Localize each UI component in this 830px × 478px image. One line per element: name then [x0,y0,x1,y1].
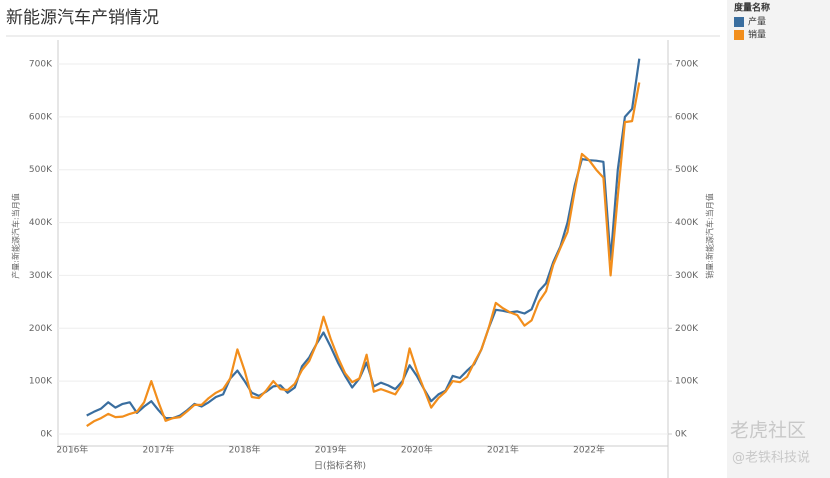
y2-tick-label: 100K [675,377,699,387]
y2-tick-label: 500K [675,165,699,175]
y-tick-label: 600K [29,112,53,122]
x-tick-label: 2021年 [487,444,519,456]
series-line [86,82,641,428]
y-axis-label: 产量:新能源汽车:当月值 [11,193,21,278]
x-tick-label: 2017年 [143,444,175,456]
y2-tick-label: 700K [675,60,699,70]
x-tick-label: 2019年 [315,444,347,456]
watermark: 老虎社区 [730,420,806,442]
y-tick-label: 400K [29,218,53,228]
legend-swatch [734,30,744,40]
watermark: @老铁科技说 [732,451,810,466]
legend-title: 度量名称 [734,2,770,14]
y2-tick-label: 200K [675,324,699,334]
x-tick-label: 2022年 [573,444,605,456]
y2-tick-label: 600K [675,112,699,122]
y2-tick-label: 300K [675,271,699,281]
legend-label: 产量 [748,16,766,28]
legend-label: 销量 [748,29,766,41]
legend-panel [727,0,830,478]
x-tick-label: 2016年 [56,444,88,456]
series-line [86,58,641,420]
y-tick-label: 100K [29,377,53,387]
y-tick-label: 500K [29,165,53,175]
y-tick-label: 700K [29,60,53,70]
x-axis-label: 日(指标名称) [314,460,366,472]
x-tick-label: 2020年 [401,444,433,456]
x-tick-label: 2018年 [229,444,261,456]
y-tick-label: 0K [40,430,53,440]
legend-swatch [734,17,744,27]
y-tick-label: 300K [29,271,53,281]
y2-tick-label: 0K [675,430,688,440]
y2-axis-label: 销量:新能源汽车:当月值 [705,193,715,278]
chart-title: 新能源汽车产销情况 [6,8,159,28]
y-tick-label: 200K [29,324,53,334]
y2-tick-label: 400K [675,218,699,228]
